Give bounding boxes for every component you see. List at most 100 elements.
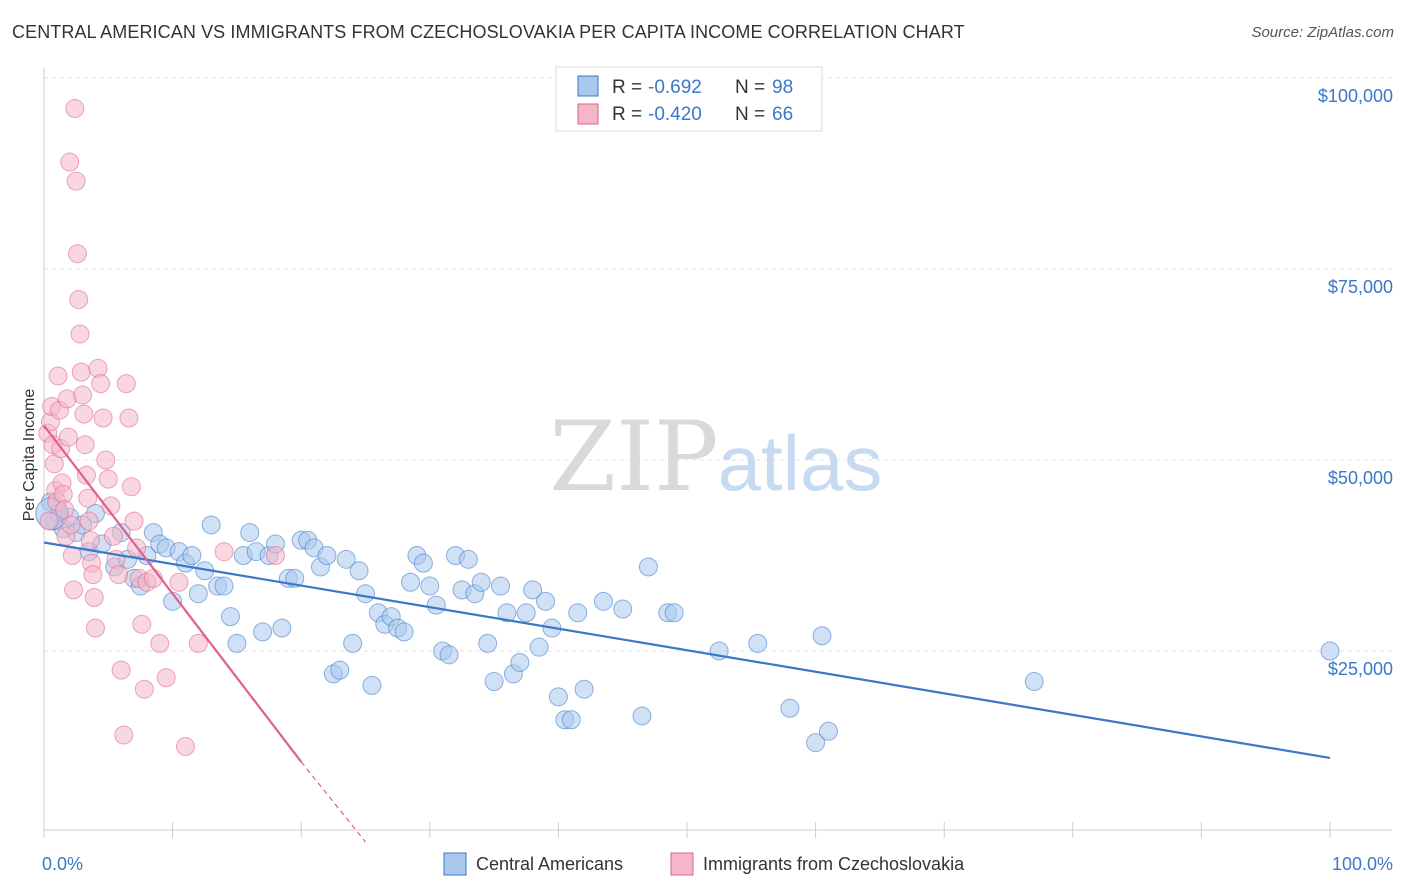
point-czechoslovakia	[79, 511, 99, 531]
point-czechoslovakia	[98, 469, 118, 489]
point-czechoslovakia	[64, 580, 84, 600]
point-central-american	[548, 687, 568, 707]
point-czechoslovakia	[134, 679, 154, 699]
point-central-american	[806, 733, 826, 753]
point-czechoslovakia	[101, 496, 121, 516]
point-czechoslovakia	[188, 633, 208, 653]
point-czechoslovakia	[150, 633, 170, 653]
point-czechoslovakia	[103, 526, 123, 546]
point-czechoslovakia	[84, 588, 104, 608]
point-central-american	[336, 549, 356, 569]
point-czechoslovakia	[70, 324, 90, 344]
point-czechoslovakia	[265, 546, 285, 565]
trend-line-czechoslovakia-extension	[300, 761, 366, 843]
point-czechoslovakia	[175, 737, 195, 756]
point-czechoslovakia	[58, 427, 78, 447]
point-czechoslovakia	[66, 171, 86, 191]
point-central-american	[497, 603, 517, 623]
legend-r-value-2: -0.420	[648, 104, 702, 125]
point-czechoslovakia	[85, 618, 105, 638]
watermark: ZIP atlas	[549, 401, 882, 513]
point-czechoslovakia	[156, 668, 176, 688]
point-czechoslovakia	[119, 408, 139, 428]
point-central-american	[240, 523, 260, 543]
point-central-american	[362, 675, 382, 695]
point-czechoslovakia	[74, 404, 94, 424]
point-central-american	[664, 603, 684, 623]
source-label: Source: ZipAtlas.com	[1251, 24, 1394, 41]
point-central-american	[317, 546, 337, 565]
trend-line-central-americans	[43, 541, 1331, 760]
stats-legend: R = -0.692 N = 98 R = -0.420 N = 66	[555, 66, 823, 132]
point-central-american	[818, 721, 838, 741]
point-central-american	[529, 637, 549, 657]
point-central-american	[523, 580, 543, 600]
x-tick-labels: 0.0% 100.0%	[42, 854, 1393, 874]
legend-n-value-2: 66	[772, 104, 793, 125]
trend-line-czechoslovakia	[43, 424, 303, 763]
point-central-american	[272, 618, 292, 638]
point-czechoslovakia	[214, 542, 234, 562]
point-central-american	[1320, 641, 1340, 661]
y-tick-label: $75,000	[1328, 277, 1393, 297]
point-czechoslovakia	[60, 152, 80, 172]
point-central-american	[201, 515, 221, 535]
legend-swatch-pink	[577, 103, 599, 125]
x-tick-label-max: 100.0%	[1332, 854, 1393, 874]
point-central-american	[458, 549, 478, 569]
point-central-american	[516, 603, 536, 623]
point-central-american	[536, 591, 556, 611]
point-czechoslovakia	[109, 565, 129, 585]
series-czechoslovakia	[38, 99, 285, 756]
point-czechoslovakia	[78, 488, 98, 508]
point-central-american	[349, 561, 369, 581]
point-central-american	[510, 652, 530, 672]
point-czechoslovakia	[65, 99, 85, 119]
point-czechoslovakia	[69, 290, 89, 310]
legend-n-label-1: N =	[735, 77, 765, 98]
point-central-american	[220, 607, 240, 627]
point-central-american	[812, 626, 832, 646]
watermark-zip: ZIP	[549, 401, 718, 513]
point-central-american	[401, 572, 421, 592]
point-czechoslovakia	[67, 244, 87, 264]
legend-n-value-1: 98	[772, 77, 793, 98]
watermark-atlas: atlas	[718, 419, 883, 507]
point-central-american	[227, 633, 247, 653]
point-central-american	[394, 622, 414, 642]
point-central-american	[188, 584, 208, 604]
series-legend-swatch-pink	[670, 852, 694, 876]
point-czechoslovakia	[91, 374, 111, 394]
point-czechoslovakia	[169, 572, 189, 592]
y-tick-label: $25,000	[1328, 659, 1393, 679]
point-central-american	[439, 645, 459, 665]
point-czechoslovakia	[83, 565, 103, 585]
point-central-american	[471, 572, 491, 592]
point-czechoslovakia	[132, 614, 152, 634]
legend-r-label-2: R =	[612, 104, 642, 125]
point-czechoslovakia	[71, 362, 91, 382]
point-central-american	[613, 599, 633, 619]
x-tick-label-min: 0.0%	[42, 854, 83, 874]
point-central-american	[632, 706, 652, 726]
point-central-american	[356, 584, 375, 604]
legend-r-value-1: -0.692	[648, 77, 702, 98]
point-central-american	[478, 633, 498, 653]
point-central-american	[426, 595, 446, 615]
point-czechoslovakia	[121, 477, 141, 497]
y-axis-label: Per Capita Income	[21, 389, 38, 522]
point-czechoslovakia	[48, 366, 68, 386]
point-central-american	[574, 679, 594, 699]
grid-lines	[44, 77, 1392, 652]
series-legend-swatch-blue	[443, 852, 467, 876]
point-czechoslovakia	[93, 408, 113, 428]
point-central-american	[330, 660, 350, 680]
point-central-american	[484, 672, 504, 692]
point-czechoslovakia	[75, 435, 95, 455]
point-czechoslovakia	[96, 450, 116, 470]
point-central-american	[182, 546, 202, 565]
point-central-american	[748, 633, 768, 653]
y-tick-label: $50,000	[1328, 468, 1393, 488]
point-czechoslovakia	[76, 465, 96, 485]
